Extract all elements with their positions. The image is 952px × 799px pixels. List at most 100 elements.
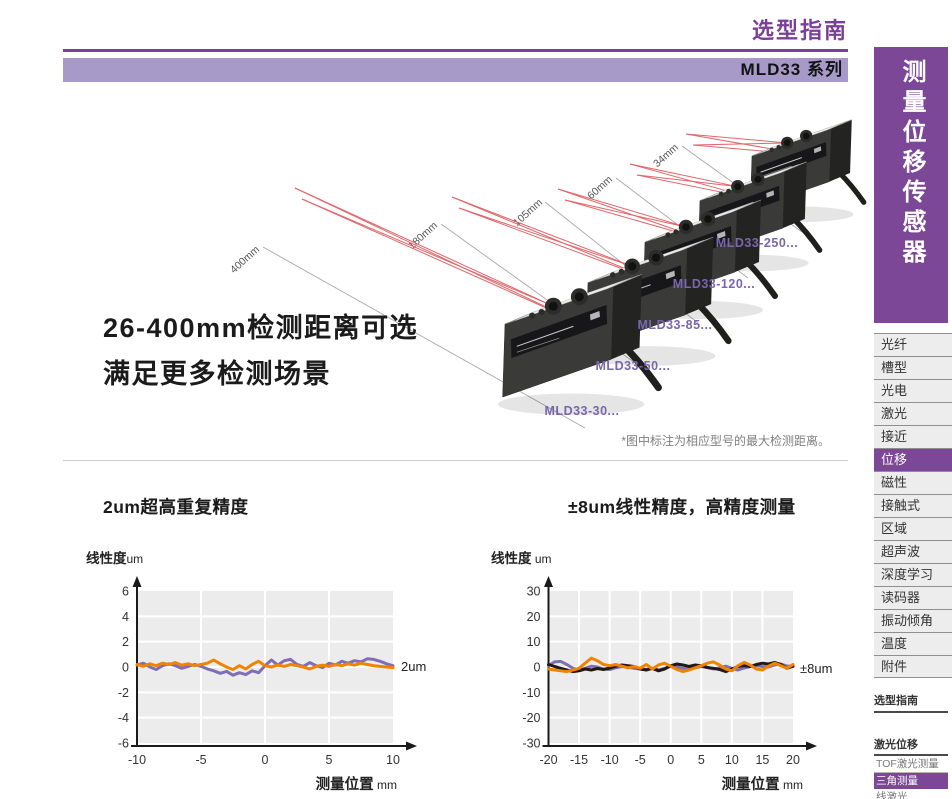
sensor-1	[581, 236, 732, 366]
sensor-label-strip	[510, 305, 608, 359]
ylabel-unit: um	[126, 552, 144, 566]
laser-beam	[692, 144, 807, 156]
sensor-label-text-line	[516, 325, 574, 347]
model-label: MLD33-250...	[716, 236, 798, 250]
model-label: MLD33-85...	[638, 318, 713, 332]
sensor-front-face	[697, 170, 785, 258]
ylabel-text: 线性度	[491, 551, 532, 566]
xlabel-unit: mm	[373, 778, 397, 792]
model-label: MLD33-50...	[596, 359, 671, 373]
dimension-label: 105mm	[511, 196, 545, 229]
laser-beam	[458, 207, 657, 282]
x-tick-label: -10	[128, 753, 146, 767]
sidebar-item-8[interactable]: 区域	[874, 517, 952, 540]
x-tick-label: 15	[755, 753, 769, 767]
sidebar-item-5[interactable]: 位移	[874, 448, 952, 471]
sensor-label-strip	[593, 265, 682, 314]
sensor-lens	[781, 136, 794, 150]
sidebar-item-2[interactable]: 光电	[874, 379, 952, 402]
sidebar-item-0[interactable]: 光纤	[874, 333, 952, 356]
sidebar-sub-item-2[interactable]: 线激光	[874, 789, 948, 799]
sensor-indicator	[718, 191, 724, 197]
sidebar-sub-item-0[interactable]: TOF激光测量	[874, 756, 948, 773]
sidebar-item-6[interactable]: 磁性	[874, 471, 952, 494]
xlabel-text: 测量位置	[315, 777, 374, 793]
chart-right-title: ±8um线性精度，高精度测量	[568, 497, 796, 517]
laser-beam	[301, 198, 554, 307]
sensor-side-face	[829, 119, 852, 182]
sensor-0	[497, 274, 662, 415]
sensor-label-text-line	[598, 284, 651, 304]
category-banner: 测量位移传感器	[874, 47, 948, 323]
sidebar-guide-link[interactable]: 选型指南	[874, 692, 948, 713]
sidebar-item-7[interactable]: 接触式	[874, 494, 952, 517]
sensor-indicator	[618, 268, 625, 275]
dimension-label: 400mm	[228, 243, 262, 276]
sensor-front-face	[642, 209, 738, 305]
sensor-top-face	[751, 119, 852, 157]
series-trace-black	[547, 660, 795, 674]
group-title: 激光位移	[874, 736, 948, 756]
laser-beam	[458, 207, 633, 267]
sensor-side-face	[735, 200, 761, 272]
y-tick-label: 0	[122, 661, 129, 675]
y-tick-label: 0	[534, 661, 541, 675]
ylabel-unit: um	[531, 552, 552, 566]
sensor-cable	[837, 170, 867, 205]
y-tick-label: 2	[122, 635, 129, 649]
laser-beam	[692, 142, 788, 146]
sensor-lens	[648, 249, 664, 266]
headline-line1: 26-400mm检测距离可选	[103, 313, 419, 343]
chart-right-ylabel: 线性度 um	[491, 547, 552, 567]
sidebar-item-12[interactable]: 振动倾角	[874, 609, 952, 632]
sensor-3	[694, 161, 823, 272]
sidebar-item-3[interactable]: 激光	[874, 402, 952, 425]
sensor-side-face	[611, 274, 642, 360]
sidebar-item-1[interactable]: 槽型	[874, 356, 952, 379]
laser-beam	[451, 196, 633, 267]
x-axis-arrow	[806, 741, 817, 751]
sensor-cable	[744, 259, 778, 299]
y-tick-label: -10	[522, 686, 540, 700]
series-trace-orange	[547, 656, 795, 674]
y-tick-label: 30	[527, 585, 541, 599]
sensor-4	[746, 119, 867, 223]
sensor-lens-panel	[653, 202, 753, 240]
chart-left-title: 2um超高重复精度	[103, 497, 249, 517]
model-label: MLD33-120...	[673, 277, 755, 291]
chart-right-xlabel: 测量位置 mm	[643, 773, 803, 794]
sidebar-item-10[interactable]: 深度学习	[874, 563, 952, 586]
sensor-lens	[678, 219, 694, 235]
sensor-lens	[570, 288, 588, 306]
series-trace-purple	[135, 657, 395, 677]
category-banner-label: 测量位移传感器	[898, 59, 925, 269]
laser-beam	[557, 188, 687, 228]
y-tick-label: -20	[522, 711, 540, 725]
sensor-lens	[799, 129, 813, 143]
chart-left: 6 4 2 0 -2 -4 -6 -10 -5 0 5 10	[118, 576, 417, 767]
series-trace-orange	[135, 658, 395, 671]
sidebar-sub-item-1[interactable]: 三角测量	[874, 773, 948, 789]
sensor-label-text-line	[760, 165, 792, 177]
sidebar-item-11[interactable]: 读码器	[874, 586, 952, 609]
dimension-line	[440, 223, 646, 371]
sensor-lens-core	[574, 292, 584, 302]
dimension-label: 180mm	[406, 219, 440, 252]
series-trace-purple	[547, 659, 795, 672]
sensor-lens-core	[802, 132, 810, 140]
sidebar-item-14[interactable]: 附件	[874, 655, 952, 678]
sensor-ce-mark	[717, 231, 726, 239]
sidebar-item-13[interactable]: 温度	[874, 632, 952, 655]
sensor-shadow	[581, 346, 716, 366]
x-axis-arrow	[406, 741, 417, 751]
y-axis-arrow	[544, 576, 553, 587]
sidebar-item-4[interactable]: 接近	[874, 425, 952, 448]
laser-beam	[636, 174, 759, 201]
sidebar-item-9[interactable]: 超声波	[874, 540, 952, 563]
xlabel-unit: mm	[779, 778, 803, 792]
x-tick-label: -15	[570, 753, 588, 767]
sensor-lens-panel	[597, 240, 704, 280]
sensor-shadow	[746, 206, 854, 223]
